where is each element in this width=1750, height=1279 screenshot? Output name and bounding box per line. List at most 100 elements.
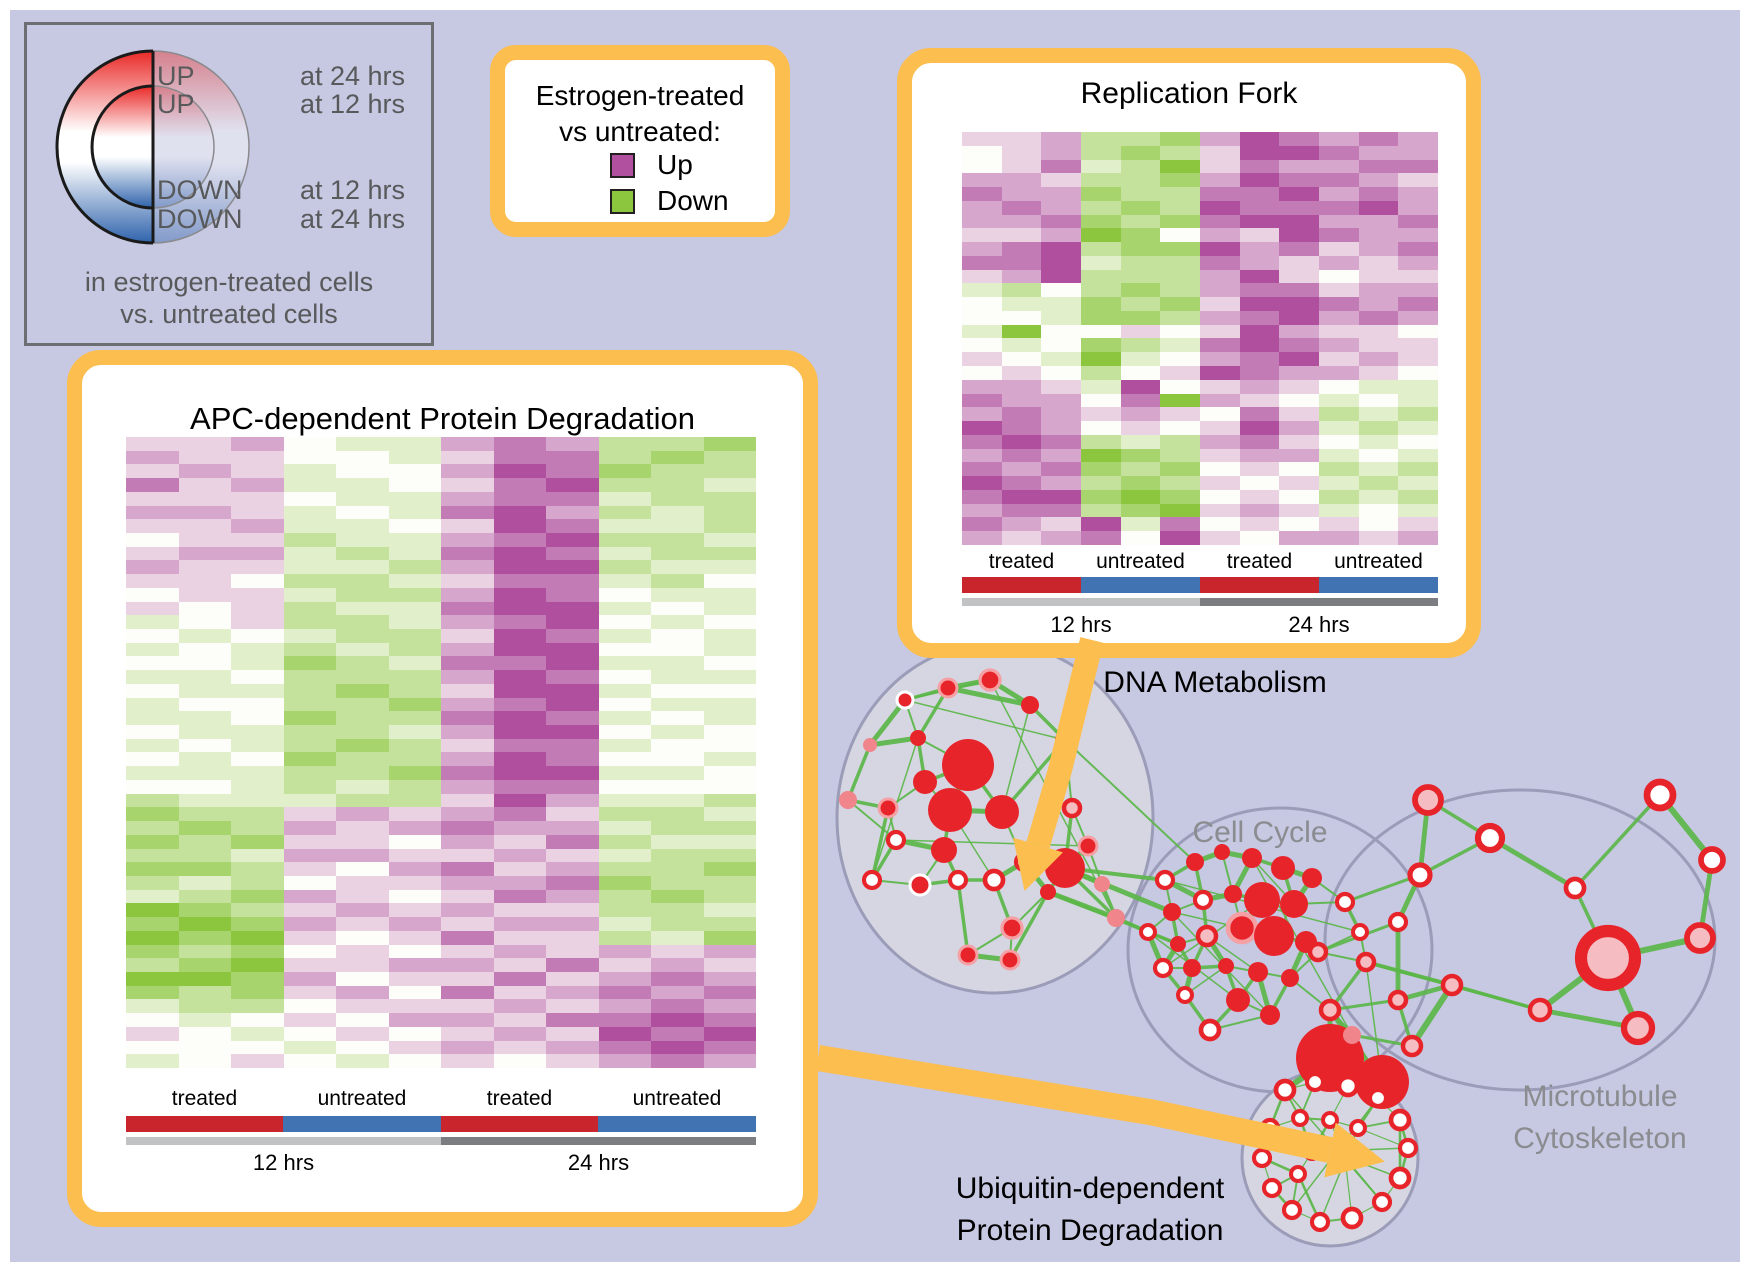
heatmap-cell	[231, 875, 284, 890]
heatmap-cell	[336, 1040, 389, 1055]
heatmap-cell	[546, 999, 599, 1014]
heatmap-cell	[283, 560, 336, 575]
heatmap-cell	[1120, 214, 1161, 229]
heatmap-cell	[493, 958, 546, 972]
heatmap-cell	[1358, 132, 1399, 146]
heatmap-cell	[1120, 352, 1161, 367]
heatmap-cell	[441, 464, 494, 479]
heatmap-cell	[336, 519, 389, 534]
heatmap-cell	[388, 642, 441, 657]
heatmap-cell	[703, 1026, 756, 1041]
heatmap-cell	[1081, 503, 1121, 518]
heatmap-cell	[178, 1040, 231, 1055]
legend-up-12: UP	[157, 89, 195, 119]
heatmap-cell	[651, 697, 704, 712]
heatmap-cell	[1398, 476, 1438, 490]
heatmap-cell	[441, 491, 494, 506]
heatmap-cell	[651, 450, 704, 465]
heatmap-cell	[598, 1054, 651, 1068]
heatmap-cell	[231, 1054, 284, 1068]
heatmap-cell	[546, 875, 599, 890]
heatmap-cell	[1398, 159, 1438, 174]
heatmap-cell	[962, 214, 1002, 229]
heatmap-cell	[1279, 338, 1319, 353]
heatmap-cell	[1398, 489, 1438, 504]
heatmap-cell	[1279, 531, 1319, 545]
heatmap-cell	[1160, 187, 1200, 201]
heatmap-cell	[1239, 242, 1280, 256]
heatmap-cell	[1160, 145, 1200, 160]
heatmap-cell	[283, 930, 336, 945]
heatmap-cell	[126, 546, 179, 561]
heatmap-cell	[962, 407, 1002, 422]
heatmap-cell	[283, 725, 336, 739]
heatmap-cell	[283, 601, 336, 616]
heatmap-cell	[493, 944, 546, 959]
heatmap-cell	[1081, 476, 1121, 490]
heatmap-cell	[231, 766, 284, 780]
apc-24hrs-bar	[441, 1137, 756, 1145]
heatmap-cell	[178, 450, 231, 465]
heatmap-cell	[651, 437, 704, 451]
heatmap-cell	[1120, 434, 1161, 449]
heatmap-cell	[1160, 297, 1200, 311]
heatmap-cell	[178, 903, 231, 918]
heatmap-cell	[1001, 255, 1042, 270]
heatmap-cell	[283, 697, 336, 712]
heatmap-cell	[336, 642, 389, 657]
heatmap-cell	[962, 283, 1002, 298]
heatmap-cell	[1319, 434, 1359, 449]
heatmap-cell	[493, 793, 546, 808]
heatmap-cell	[1160, 214, 1200, 229]
heatmap-cell	[231, 862, 284, 876]
heatmap-cell	[336, 752, 389, 767]
heatmap-cell	[546, 505, 599, 520]
heatmap-cell	[651, 930, 704, 945]
heatmap-cell	[336, 807, 389, 822]
heatmap-cell	[336, 766, 389, 780]
legend-down-12: DOWN	[157, 175, 243, 205]
heatmap-cell	[178, 478, 231, 492]
heatmap-cell	[1160, 228, 1200, 243]
heatmap-cell	[1200, 393, 1240, 408]
heatmap-cell	[126, 629, 179, 643]
microtubule-label-line1: Microtubule	[1522, 1080, 1678, 1113]
heatmap-cell	[283, 711, 336, 726]
heatmap-cell	[126, 574, 179, 588]
heatmap-cell	[1358, 283, 1399, 298]
heatmap-cell	[598, 491, 651, 506]
heatmap-cell	[283, 971, 336, 986]
heatmap-cell	[441, 985, 494, 1000]
heatmap-cell	[1358, 448, 1399, 463]
heatmap-cell	[1239, 255, 1280, 270]
heatmap-cell	[1200, 352, 1240, 367]
heatmap-cell	[1398, 255, 1438, 270]
heatmap-cell	[1358, 393, 1399, 408]
heatmap-cell	[178, 834, 231, 849]
heatmap-cell	[388, 1054, 441, 1068]
heatmap-cell	[493, 862, 546, 876]
heatmap-cell	[178, 985, 231, 1000]
heatmap-cell	[336, 587, 389, 602]
heatmap-cell	[1041, 132, 1081, 146]
heatmap-cell	[1041, 421, 1081, 435]
heatmap-cell	[231, 752, 284, 767]
rf-24hrs-bar	[1200, 598, 1438, 606]
heatmap-cell	[598, 834, 651, 849]
heatmap-cell	[1120, 324, 1161, 339]
heatmap-cell	[703, 574, 756, 588]
heatmap-cell	[651, 917, 704, 931]
rf-group-treated-24: treated	[1226, 550, 1293, 573]
heatmap-cell	[1319, 269, 1359, 284]
heatmap-cell	[1279, 187, 1319, 201]
heatmap-cell	[388, 752, 441, 767]
heatmap-cell	[1239, 489, 1280, 504]
heatmap-cell	[126, 533, 179, 547]
heatmap-cell	[1041, 269, 1081, 284]
heatmap-cell	[651, 807, 704, 822]
heatmap-cell	[1398, 434, 1438, 449]
heatmap-cell	[1319, 132, 1359, 146]
heatmap-cell	[703, 670, 756, 684]
heatmap-cell	[546, 752, 599, 767]
heatmap-cell	[493, 642, 546, 657]
